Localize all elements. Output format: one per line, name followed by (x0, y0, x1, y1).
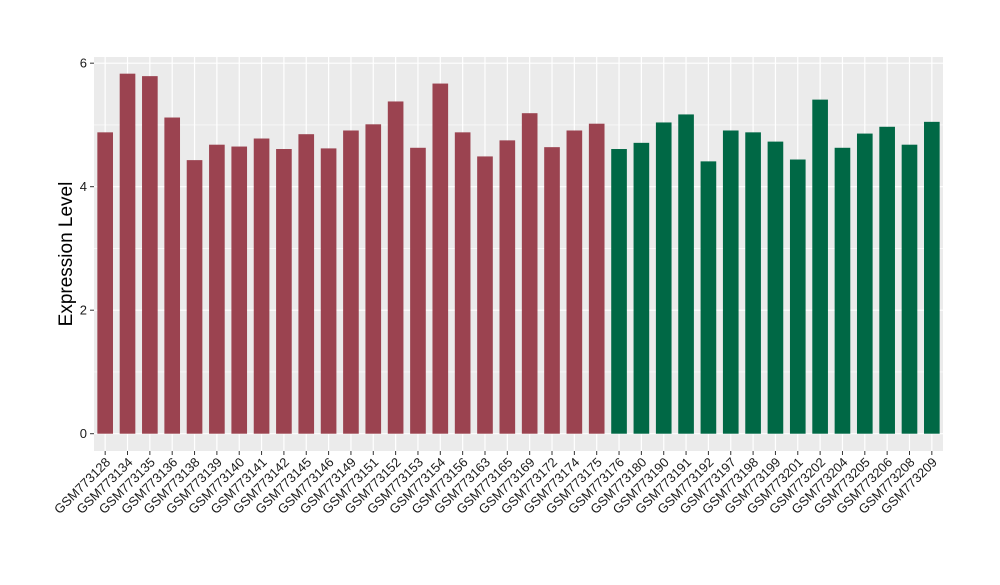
y-axis: 0 2 4 6 (80, 56, 94, 441)
bar-GSM773136 (164, 117, 181, 434)
bar-GSM773128 (97, 132, 113, 434)
bar-GSM773151 (365, 124, 382, 434)
bar-GSM773176 (611, 149, 627, 434)
bar-GSM773191 (678, 114, 694, 434)
bar-GSM773208 (901, 144, 918, 434)
bar-GSM773138 (186, 160, 203, 434)
y-tick-label: 2 (80, 303, 87, 318)
bar-GSM773156 (454, 132, 471, 434)
bar-GSM773180 (633, 142, 650, 434)
bar-GSM773204 (834, 147, 851, 434)
bar-GSM773201 (789, 159, 806, 434)
bar-GSM773135 (142, 76, 158, 434)
bar-GSM773152 (387, 101, 404, 434)
bar-GSM773163 (477, 156, 493, 434)
bar-GSM773141 (253, 138, 270, 434)
bar-GSM773190 (655, 122, 672, 434)
bar-GSM773145 (298, 134, 315, 434)
x-axis: GSM773128GSM773134GSM773135GSM773136GSM7… (51, 451, 940, 517)
bar-GSM773202 (812, 99, 828, 434)
bar-GSM773206 (879, 126, 895, 434)
bar-GSM773172 (544, 147, 560, 434)
bar-GSM773198 (745, 132, 761, 434)
y-tick-label: 0 (80, 426, 87, 441)
bar-GSM773169 (521, 113, 538, 434)
bar-GSM773139 (209, 144, 225, 434)
bar-GSM773153 (410, 147, 426, 434)
bar-GSM773175 (588, 123, 605, 434)
bar-GSM773209 (924, 121, 940, 434)
bar-GSM773134 (119, 73, 136, 434)
bars (97, 73, 940, 434)
bar-GSM773165 (499, 140, 516, 434)
bar-GSM773174 (566, 130, 583, 434)
bar-GSM773149 (343, 130, 359, 434)
bar-GSM773205 (856, 133, 873, 434)
bar-GSM773146 (320, 148, 337, 434)
bar-GSM773154 (432, 83, 449, 434)
bar-GSM773140 (231, 146, 248, 434)
bar-GSM773197 (722, 130, 739, 434)
bar-GSM773199 (767, 141, 784, 434)
bar-GSM773142 (276, 149, 292, 434)
y-tick-label: 4 (80, 179, 87, 194)
y-axis-label: Expression Level (56, 182, 77, 327)
bar-GSM773192 (700, 161, 717, 434)
y-tick-label: 6 (80, 56, 87, 71)
